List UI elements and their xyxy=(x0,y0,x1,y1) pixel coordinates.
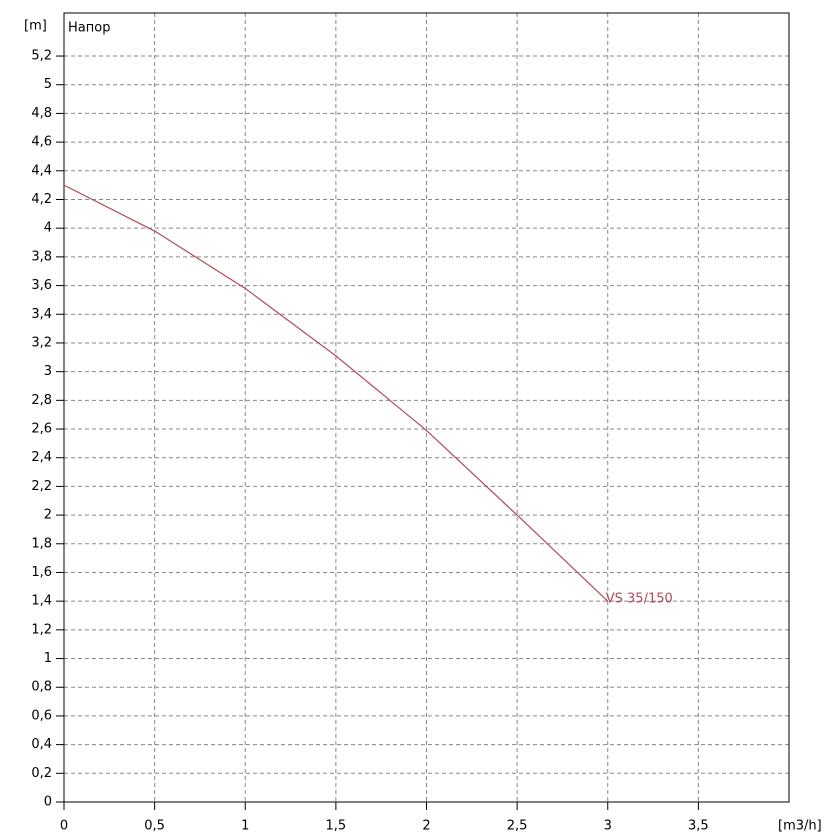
y-tick-label: 1,2 xyxy=(31,622,52,637)
y-tick-label: 5 xyxy=(44,77,52,92)
y-tick-label: 2,8 xyxy=(31,393,52,408)
y-tick-label: 3 xyxy=(44,364,52,379)
y-tick-label: 2,4 xyxy=(31,450,52,465)
y-tick-label: 4,4 xyxy=(31,163,52,178)
y-tick-label: 1,6 xyxy=(31,565,52,580)
y-tick-label: 4,8 xyxy=(31,106,52,121)
y-tick-label: 4 xyxy=(44,221,52,236)
x-tick-label: 3,5 xyxy=(688,819,709,834)
y-tick-label: 0,6 xyxy=(31,708,52,723)
x-tick-label: 2 xyxy=(422,819,430,834)
x-axis-label: [m3/h] xyxy=(778,819,822,834)
y-tick-label: 4,6 xyxy=(31,135,52,150)
y-tick-label: 3,2 xyxy=(31,335,52,350)
y-axis-label: [m] xyxy=(24,19,47,34)
y-tick-label: 1,4 xyxy=(31,594,52,609)
y-tick-label: 4,2 xyxy=(31,192,52,207)
y-tick-label: 0,2 xyxy=(31,766,52,781)
y-tick-label: 2 xyxy=(44,508,52,523)
y-tick-label: 3,4 xyxy=(31,307,52,322)
plot-frame xyxy=(63,12,790,803)
x-tick-label: 1 xyxy=(241,819,249,834)
x-tick-label: 3 xyxy=(604,819,612,834)
y-tick-label: 0,4 xyxy=(31,737,52,752)
y-tick-label: 3,6 xyxy=(31,278,52,293)
y-tick-label: 2,6 xyxy=(31,422,52,437)
series-label: VS 35/150 xyxy=(606,592,673,607)
x-tick-label: 0,5 xyxy=(144,819,165,834)
y-tick-label: 1 xyxy=(44,651,52,666)
y-tick-label: 0,8 xyxy=(31,680,52,695)
series-line xyxy=(63,184,609,602)
chart-title: Напор xyxy=(68,21,110,36)
y-tick-label: 5,2 xyxy=(31,49,52,64)
x-tick-label: 0 xyxy=(60,819,68,834)
y-tick-label: 0 xyxy=(44,795,52,810)
x-tick-label: 2,5 xyxy=(507,819,528,834)
y-tick-label: 3,8 xyxy=(31,249,52,264)
y-tick-label: 1,8 xyxy=(31,536,52,551)
x-tick-label: 1,5 xyxy=(326,819,347,834)
y-tick-label: 2,2 xyxy=(31,479,52,494)
